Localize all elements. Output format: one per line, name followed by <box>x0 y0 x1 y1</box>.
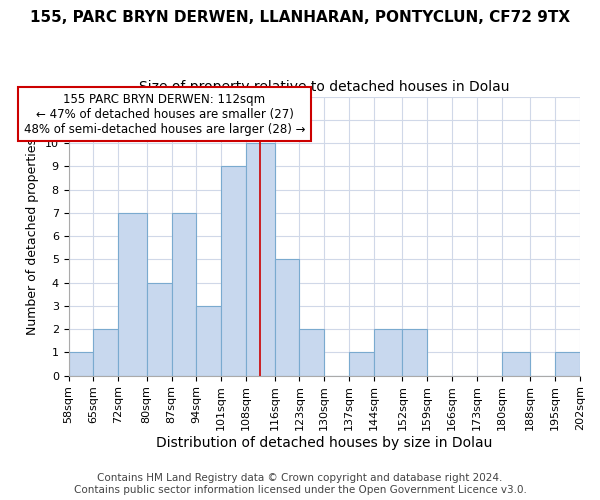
X-axis label: Distribution of detached houses by size in Dolau: Distribution of detached houses by size … <box>156 436 493 450</box>
Bar <box>94 329 118 376</box>
Bar <box>118 213 146 376</box>
Bar <box>146 282 172 376</box>
Bar <box>555 352 580 376</box>
Title: Size of property relative to detached houses in Dolau: Size of property relative to detached ho… <box>139 80 509 94</box>
Bar <box>196 306 221 376</box>
Text: Contains HM Land Registry data © Crown copyright and database right 2024.
Contai: Contains HM Land Registry data © Crown c… <box>74 474 526 495</box>
Y-axis label: Number of detached properties: Number of detached properties <box>26 138 39 334</box>
Bar <box>221 166 246 376</box>
Bar <box>403 329 427 376</box>
Bar <box>68 352 94 376</box>
Text: 155 PARC BRYN DERWEN: 112sqm
← 47% of detached houses are smaller (27)
48% of se: 155 PARC BRYN DERWEN: 112sqm ← 47% of de… <box>24 92 305 136</box>
Text: 155, PARC BRYN DERWEN, LLANHARAN, PONTYCLUN, CF72 9TX: 155, PARC BRYN DERWEN, LLANHARAN, PONTYC… <box>30 10 570 25</box>
Bar <box>374 329 403 376</box>
Bar <box>502 352 530 376</box>
Bar <box>275 260 299 376</box>
Bar <box>172 213 196 376</box>
Bar <box>246 143 275 376</box>
Bar <box>349 352 374 376</box>
Bar <box>299 329 324 376</box>
